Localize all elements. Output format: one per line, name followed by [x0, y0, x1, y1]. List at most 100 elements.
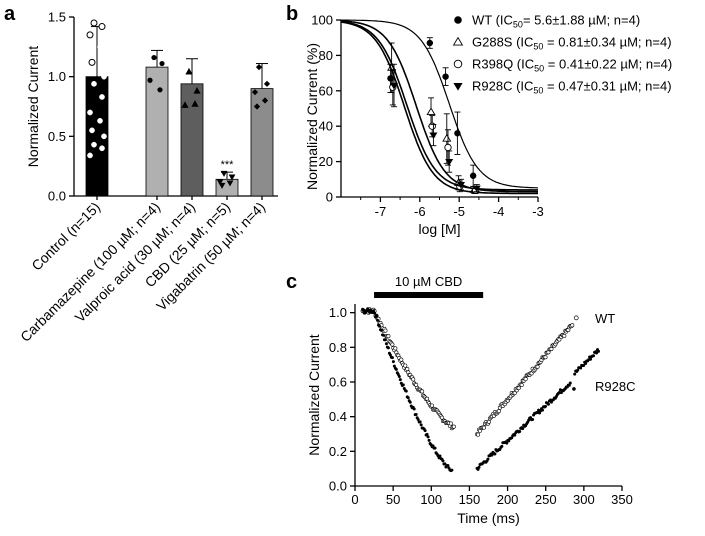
y-tick-label: 0 [326, 190, 333, 205]
trace-point-WT [411, 377, 416, 382]
trace-point-R928C [373, 311, 377, 315]
legend-subscript: 50 [533, 86, 543, 96]
data-point [101, 73, 107, 80]
y-tick-label: 0.2 [329, 444, 347, 459]
trace-point-R928C [406, 396, 410, 400]
data-point [99, 145, 105, 152]
y-tick-label: 0.5 [48, 129, 66, 144]
x-tick-label: -4 [493, 204, 505, 219]
legend-text: G288S (IC [472, 35, 533, 50]
trace-point-R928C [433, 446, 437, 450]
legend-label-WT: WT (IC50= 5.6±1.88 µM; n=4) [472, 13, 640, 30]
trace-point-WT [486, 419, 491, 424]
trace-point-R928C [490, 453, 494, 457]
data-point [185, 67, 193, 75]
x-tick-label: -6 [414, 204, 426, 219]
trace-point-WT [543, 355, 548, 360]
y-tick-label: 1.0 [329, 305, 347, 320]
trace-point-WT [448, 421, 453, 426]
trace-point-R928C [446, 464, 450, 468]
trace-point-R928C [567, 383, 571, 387]
y-tick-label: 0.6 [329, 375, 347, 390]
trace-point-R928C [589, 357, 593, 361]
trace-point-R928C [423, 429, 427, 433]
trace-point-WT [570, 323, 575, 328]
trace-point-R928C [375, 314, 379, 318]
fit-curve-R928C [340, 20, 538, 191]
x-tick-label: 50 [386, 492, 400, 507]
data-point [97, 117, 103, 124]
y-tick-label: 0.0 [48, 189, 66, 204]
trace-point-R928C [441, 459, 445, 463]
cbd-application-label: 10 µM CBD [395, 274, 462, 289]
trace-point-R928C [404, 389, 408, 393]
data-point [88, 58, 96, 66]
trace-point-R928C [408, 400, 412, 404]
trace-point-WT [496, 409, 501, 414]
trace-point-R928C [397, 374, 401, 378]
data-point [101, 133, 107, 140]
y-tick-label: 0.4 [329, 409, 347, 424]
trace-point-WT [386, 334, 391, 339]
data-point-R928C [457, 182, 465, 189]
data-point [147, 77, 153, 83]
x-tick-label: 250 [535, 492, 557, 507]
data-point [228, 174, 236, 181]
trace-point-R928C [414, 413, 418, 417]
data-point [87, 109, 93, 116]
data-point [218, 182, 226, 189]
trace-point-R928C [377, 324, 381, 328]
legend-marker-G288S [452, 36, 464, 46]
trace-point-R928C [394, 367, 398, 371]
legend-marker-R928C [453, 82, 463, 91]
legend-text: R928C (IC [472, 79, 533, 94]
data-point [191, 100, 199, 107]
y-tick-label: 60 [319, 83, 333, 98]
data-point-G288S [442, 133, 452, 142]
trace-point-R928C [419, 423, 423, 427]
y-tick-label: 0.8 [329, 340, 347, 355]
trace-point-R928C [390, 356, 394, 360]
legend-text: R398Q (IC [472, 57, 534, 72]
panel-b: 0 20 40 60 80 100 -7 -6 -5 -4 -3 log [M] Normalized … [304, 13, 672, 238]
trace-point-WT [535, 364, 540, 369]
data-point [216, 179, 224, 186]
legend-text: = 0.41±0.22 µM; n=4) [544, 57, 672, 72]
data-point [90, 19, 98, 27]
x-tick-label: 0 [351, 492, 358, 507]
data-point [98, 23, 106, 31]
trace-point-R928C [443, 462, 447, 466]
trace-point-WT [549, 347, 554, 352]
x-tick-label: -3 [532, 204, 544, 219]
legend-subscript: 50 [533, 42, 543, 52]
trace-point-WT [523, 377, 528, 382]
x-axis-label: Time (ms) [457, 510, 519, 526]
y-axis-label: Normalized Current (%) [304, 43, 320, 190]
trace-point-R928C [384, 342, 388, 346]
fit-curve-WT [341, 19, 538, 189]
series-label-R928C: R928C [595, 379, 635, 394]
significance-annotation: *** [221, 159, 235, 171]
trace-point-R928C [401, 383, 405, 387]
data-point [193, 86, 201, 94]
trace-point-R928C [518, 429, 522, 433]
trace-point-WT [519, 383, 524, 388]
data-point [255, 64, 263, 71]
trace-point-WT [512, 391, 517, 396]
trace-point-R928C [412, 407, 416, 411]
trace-point-R928C [546, 402, 550, 406]
data-point [226, 180, 234, 187]
x-tick-label: -5 [453, 204, 465, 219]
legend-text: WT (IC [472, 13, 513, 28]
legend-subscript: 50 [534, 64, 544, 74]
trace-point-R928C [513, 433, 517, 437]
y-tick-label: 100 [311, 13, 333, 28]
data-point [263, 80, 271, 87]
trace-point-R928C [493, 452, 497, 456]
data-point [157, 87, 163, 93]
trace-point-R928C [376, 318, 380, 322]
trace-point-R928C [579, 366, 583, 370]
trace-point-R928C [486, 457, 490, 461]
legend-subscript: 50 [513, 20, 523, 30]
trace-point-WT [476, 432, 481, 437]
